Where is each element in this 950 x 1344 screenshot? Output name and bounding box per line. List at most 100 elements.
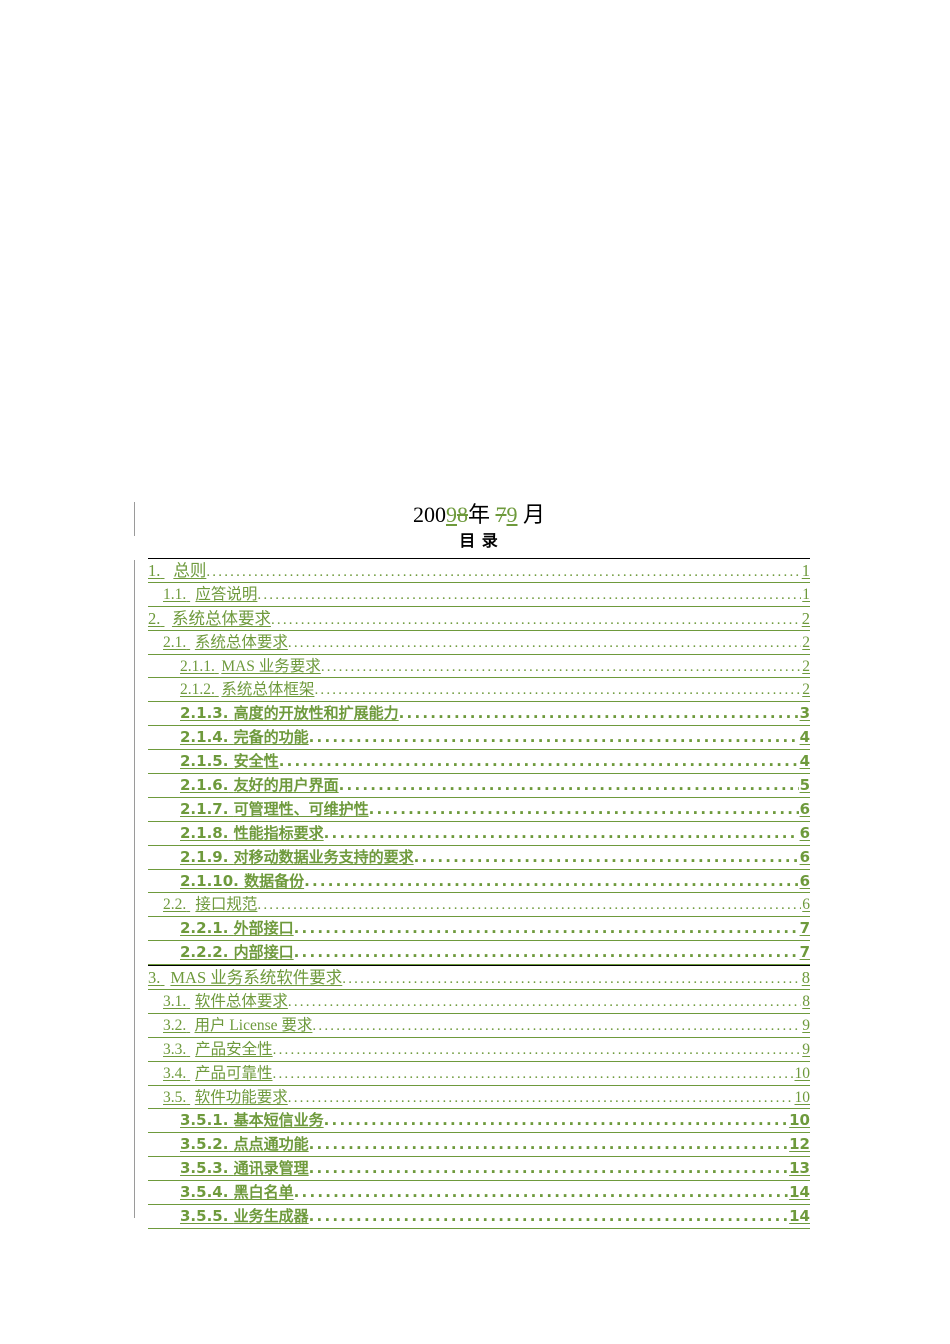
toc-entry-title: 软件总体要求 — [194, 993, 288, 1011]
toc-entry[interactable]: 3.4. 产品可靠性..............................… — [148, 1062, 810, 1086]
toc-entry[interactable]: 3.5. 软件功能要求.............................… — [148, 1086, 810, 1110]
toc-entry-number: 3.4. — [163, 1064, 187, 1082]
toc-leader-dots: ........................................… — [308, 1135, 788, 1154]
toc-entry-page-number: 5 — [799, 776, 810, 795]
toc-entry[interactable]: 2.1.7. 可管理性、可维护性........................… — [148, 798, 810, 822]
toc-leader-dots: ........................................… — [270, 611, 801, 628]
toc-entry[interactable]: 3. MAS 业务系统软件要求.........................… — [148, 966, 810, 991]
date-year-inserted: 9 — [445, 502, 457, 527]
toc-leader-dots: ........................................… — [398, 704, 799, 723]
toc-leader-dots: ........................................… — [314, 682, 801, 699]
toc-leader-dots: ........................................… — [304, 871, 798, 890]
toc-entry[interactable]: 3.2. 用户 License 要求......................… — [148, 1014, 810, 1038]
toc-entry[interactable]: 3.3. 产品安全性..............................… — [148, 1038, 810, 1062]
toc-entry-title: 用户 License 要求 — [194, 1016, 313, 1034]
toc-leader-dots: ........................................… — [278, 752, 799, 771]
toc-entry-title: 系统总体要求 — [171, 608, 271, 628]
toc-entry-page-number: 2 — [802, 681, 810, 699]
toc-entry-page-number: 10 — [789, 1111, 810, 1130]
toc-leader-dots: ........................................… — [272, 1041, 802, 1058]
toc-leader-dots: ........................................… — [320, 658, 802, 675]
toc-entry-number: 3. — [148, 968, 161, 988]
toc-leader-dots: ........................................… — [287, 1089, 794, 1106]
toc-entry[interactable]: 2.2. 接口规范...............................… — [148, 893, 810, 918]
toc-entry-title: 产品安全性 — [195, 1040, 273, 1058]
toc-entry-number: 1.1. — [163, 585, 187, 603]
toc-entry-title: 系统总体要求 — [194, 633, 288, 651]
toc-entry-title: MAS 业务要求 — [221, 657, 321, 675]
toc-entry-title: 完备的功能 — [233, 728, 309, 747]
toc-entry-page-number: 2 — [802, 633, 810, 651]
toc-entry[interactable]: 2.1.4. 完备的功能............................… — [148, 726, 810, 751]
toc-entry[interactable]: 3.5.3. 通讯录管理............................… — [148, 1157, 810, 1182]
toc-entry[interactable]: 3.5.1. 基本短信业务...........................… — [148, 1109, 810, 1134]
toc-entry-title: 应答说明 — [195, 585, 258, 603]
toc-entry-number: 2.1.3. — [180, 704, 229, 723]
toc-entry-number: 3.5.2. — [180, 1135, 229, 1154]
toc-entry[interactable]: 3.5.5. 业务生成器............................… — [148, 1205, 810, 1229]
toc-entry-title: 通讯录管理 — [233, 1159, 309, 1178]
toc-entry-number: 2.2.2. — [180, 943, 229, 962]
toc-entry-page-number: 10 — [794, 1088, 811, 1106]
toc-entry[interactable]: 2.1.3. 高度的开放性和扩展能力......................… — [148, 702, 810, 727]
toc-entry[interactable]: 2. 系统总体要求...............................… — [148, 607, 810, 631]
toc-entry-page-number: 4 — [799, 752, 810, 771]
toc-entry[interactable]: 2.2.1. 外部接口.............................… — [148, 917, 810, 942]
toc-entry-title: 产品可靠性 — [195, 1064, 273, 1082]
toc-entry-gap — [186, 1014, 194, 1037]
toc-entry[interactable]: 1. 总则...................................… — [148, 559, 810, 583]
change-bar-body — [134, 560, 135, 1218]
toc-entry-title: 业务生成器 — [233, 1207, 309, 1226]
toc-leader-dots: ........................................… — [413, 847, 799, 866]
toc-entry[interactable]: 2.1. 系统总体要求.............................… — [148, 631, 810, 655]
toc-entry-gap — [160, 607, 172, 630]
toc-entry-number: 3.1. — [163, 993, 187, 1011]
toc-entry-page-number: 12 — [789, 1135, 810, 1154]
toc-entry-page-number: 9 — [802, 1040, 810, 1058]
toc-entry[interactable]: 1.1. 应答说明...............................… — [148, 583, 810, 607]
toc-entry[interactable]: 2.1.2. 系统总体框架...........................… — [148, 678, 810, 703]
toc-entry[interactable]: 2.1.6. 友好的用户界面..........................… — [148, 774, 810, 798]
toc-entry-title: 基本短信业务 — [233, 1111, 324, 1130]
change-bar-title — [134, 502, 135, 536]
toc-leader-dots: ........................................… — [308, 1207, 788, 1226]
toc-entry-number: 2.1.8. — [180, 823, 229, 842]
toc-entry-number: 2.1.5. — [180, 752, 229, 771]
toc-leader-dots: ........................................… — [257, 897, 802, 914]
toc-entry-page-number: 8 — [801, 968, 810, 988]
toc-leader-dots: ........................................… — [287, 634, 802, 651]
toc-entry-number: 1. — [148, 561, 161, 580]
document-body: 20098年 79 月 目 录 1. 总则...................… — [148, 500, 810, 1229]
toc-entry[interactable]: 3.5.4. 黑白名单.............................… — [148, 1181, 810, 1206]
toc-entry-number: 2. — [148, 608, 161, 628]
toc-entry[interactable]: 2.1.9. 对移动数据业务支持的要求.....................… — [148, 846, 810, 870]
toc-entry-title: 黑白名单 — [233, 1183, 294, 1202]
toc-top-rule — [148, 558, 810, 559]
toc-entry-page-number: 10 — [794, 1064, 811, 1082]
toc-leader-dots: ........................................… — [308, 728, 799, 747]
toc-entry-title: 总则 — [173, 561, 207, 580]
toc-entry-page-number: 6 — [799, 847, 810, 866]
toc-entry[interactable]: 2.2.2. 内部接口.............................… — [148, 941, 810, 966]
toc-entry-page-number: 2 — [801, 608, 810, 628]
date-month-deleted: 7 — [495, 502, 507, 527]
toc-entry[interactable]: 2.1.10. 数据备份............................… — [148, 870, 810, 894]
toc-list: 1. 总则...................................… — [148, 559, 810, 1229]
toc-entry[interactable]: 3.5.2. 点点通功能............................… — [148, 1133, 810, 1158]
toc-entry-number: 2.1. — [163, 633, 187, 651]
toc-entry-page-number: 1 — [802, 585, 810, 603]
toc-entry[interactable]: 2.1.5. 安全性..............................… — [148, 750, 810, 775]
toc-entry-number: 3.5. — [163, 1088, 187, 1106]
toc-entry-page-number: 14 — [789, 1207, 810, 1226]
toc-entry-title: 外部接口 — [233, 919, 294, 938]
toc-heading: 目 录 — [459, 533, 499, 550]
toc-entry[interactable]: 3.1. 软件总体要求.............................… — [148, 990, 810, 1014]
toc-leader-dots: ........................................… — [293, 919, 799, 938]
toc-leader-dots: ........................................… — [323, 823, 799, 842]
toc-entry-number: 2.1.1. — [180, 657, 215, 675]
toc-entry-gap — [186, 990, 195, 1013]
date-line: 20098年 79 月 — [148, 500, 810, 530]
toc-entry[interactable]: 2.1.8. 性能指标要求...........................… — [148, 822, 810, 846]
toc-entry[interactable]: 2.1.1. MAS 业务要求.........................… — [148, 655, 810, 679]
